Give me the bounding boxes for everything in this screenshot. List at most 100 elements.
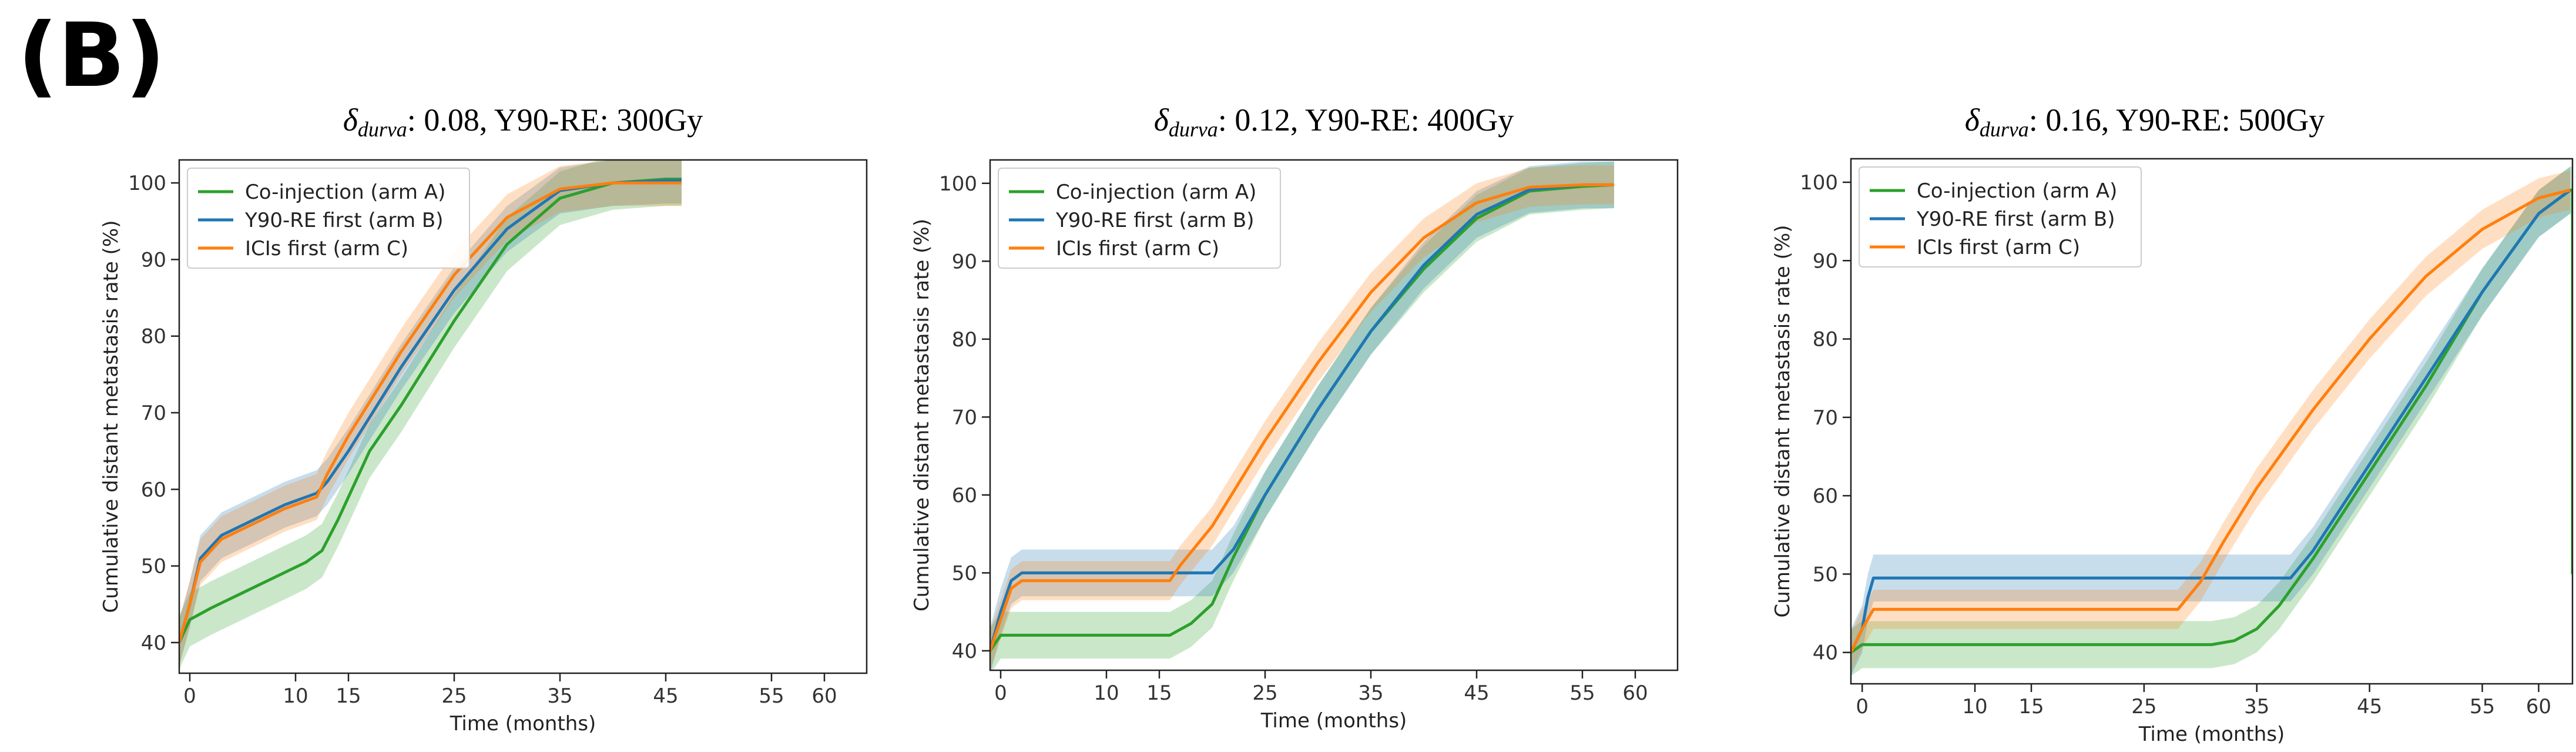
- legend-label: ICIs first (arm C): [1917, 236, 2080, 259]
- y-tick-label: 40: [1813, 641, 1838, 665]
- chart-2: δdurva: 0.12, Y90-RE: 400Gy 0 10 15 25 35 45 55…: [910, 102, 1679, 733]
- x-tick-label: 55: [1569, 681, 1595, 705]
- y-tick-label: 70: [141, 402, 166, 425]
- y-tick-label: 50: [952, 562, 977, 585]
- y-tick-label: 40: [141, 631, 166, 655]
- title-delta-symbol: δ: [1965, 102, 1980, 138]
- x-tick-label: 15: [2018, 695, 2044, 718]
- x-tick-label: 55: [759, 684, 784, 708]
- y-tick-label: 60: [952, 484, 977, 507]
- x-tick-label: 0: [183, 684, 196, 708]
- x-tick-label: 10: [1094, 681, 1119, 705]
- x-tick-label: 10: [283, 684, 308, 708]
- plot-area: [179, 160, 682, 670]
- title-delta-value: : 0.08,: [407, 102, 494, 138]
- legend-box: [187, 168, 470, 269]
- plot-frame: [178, 159, 868, 674]
- y-tick-label: 90: [141, 248, 166, 272]
- x-tick-label: 15: [1146, 681, 1172, 705]
- x-tick-label: 45: [653, 684, 678, 708]
- x-tick-label: 0: [1856, 695, 1869, 718]
- series-line-arm-c: [179, 181, 682, 643]
- y-axis-label: Cumulative distant metastasis rate (%): [910, 219, 934, 611]
- legend-label: Y90-RE first (arm B): [1916, 208, 2115, 231]
- x-tick-label: 35: [2244, 695, 2269, 718]
- x-tick-label: 45: [1464, 681, 1489, 705]
- panel-label: (B): [18, 5, 166, 107]
- title-delta-value: : 0.12,: [1218, 102, 1305, 138]
- legend-label: ICIs first (arm C): [1056, 237, 1219, 260]
- x-tick-label: 15: [336, 684, 361, 708]
- x-tick-label: 60: [1622, 681, 1648, 705]
- y-axis-label: Cumulative distant metastasis rate (%): [1771, 225, 1795, 618]
- y-tick-label: 80: [952, 328, 977, 352]
- x-tick-label: 35: [1358, 681, 1383, 705]
- title-rest: Y90-RE: 500Gy: [2116, 102, 2325, 138]
- chart-1: δdurva: 0.08, Y90-RE: 300Gy 0 10 15 25 35 45 55…: [99, 102, 868, 736]
- y-tick-label: 40: [952, 640, 977, 663]
- y-tick-label: 80: [141, 325, 166, 349]
- y-tick-label: 50: [1813, 563, 1838, 586]
- confidence-band-arm-b: [990, 161, 1614, 670]
- x-tick-label: 35: [547, 684, 572, 708]
- chart-3: δdurva: 0.16, Y90-RE: 500Gy 0 10 15 25 35 45 55…: [1771, 102, 2574, 746]
- x-tick-label: 10: [1962, 695, 1987, 718]
- confidence-band-arm-a: [179, 160, 682, 670]
- legend-label: Co-injection (arm A): [1917, 179, 2117, 203]
- y-tick-label: 70: [1813, 406, 1838, 430]
- legend-label: Y90-RE first (arm B): [244, 209, 443, 232]
- chart-title: δdurva: 0.12, Y90-RE: 400Gy: [1154, 102, 1514, 141]
- chart-title: δdurva: 0.16, Y90-RE: 500Gy: [1965, 102, 2325, 141]
- y-tick-label: 70: [952, 406, 977, 429]
- x-tick-label: 25: [2131, 695, 2156, 718]
- legend: Co-injection (arm A) Y90-RE first (arm B)…: [187, 168, 470, 269]
- title-delta-subscript: durva: [358, 118, 407, 141]
- confidence-band-arm-a: [1851, 166, 2572, 676]
- x-tick-label: 45: [2357, 695, 2382, 718]
- x-tick-label: 0: [994, 681, 1007, 705]
- y-tick-label: 50: [141, 555, 166, 579]
- legend-label: Co-injection (arm A): [245, 181, 445, 204]
- legend-label: ICIs first (arm C): [245, 237, 408, 260]
- y-tick-label: 100: [1800, 171, 1838, 195]
- y-tick-label: 60: [141, 478, 166, 502]
- title-delta-subscript: durva: [1169, 118, 1218, 141]
- legend-label: Co-injection (arm A): [1056, 181, 1256, 204]
- series-line-arm-b: [990, 183, 1614, 651]
- series-line-arm-a: [179, 178, 682, 643]
- title-delta-symbol: δ: [1154, 102, 1169, 138]
- x-tick-label: 60: [811, 684, 837, 708]
- series-line-arm-c: [990, 183, 1614, 651]
- y-tick-label: 90: [952, 250, 977, 273]
- y-tick-label: 80: [1813, 328, 1838, 352]
- title-delta-value: : 0.16,: [2029, 102, 2116, 138]
- legend: Co-injection (arm A) Y90-RE first (arm B)…: [1859, 166, 2142, 268]
- y-tick-label: 100: [939, 172, 977, 196]
- x-tick-label: 55: [2470, 695, 2495, 718]
- title-delta-symbol: δ: [343, 102, 358, 138]
- title-rest: Y90-RE: 400Gy: [1305, 102, 1514, 138]
- plot-area: [990, 161, 1615, 670]
- legend-label: Y90-RE first (arm B): [1055, 209, 1254, 232]
- plot-frame: [1850, 158, 2574, 685]
- confidence-band-arm-b: [1851, 166, 2571, 676]
- y-tick-label: 90: [1813, 249, 1838, 273]
- x-tick-label: 25: [1252, 681, 1277, 705]
- confidence-band-arm-a: [990, 161, 1614, 670]
- x-axis-label: Time (months): [2138, 723, 2285, 746]
- chart-title: δdurva: 0.08, Y90-RE: 300Gy: [343, 102, 703, 141]
- legend: Co-injection (arm A) Y90-RE first (arm B)…: [998, 168, 1281, 269]
- y-tick-label: 100: [128, 172, 166, 195]
- y-axis-label: Cumulative distant metastasis rate (%): [99, 220, 123, 613]
- legend-box: [998, 168, 1281, 269]
- series-line-arm-c: [1851, 188, 2571, 653]
- x-axis-label: Time (months): [450, 712, 596, 736]
- series-line-arm-b: [1851, 189, 2571, 653]
- x-tick-label: 25: [441, 684, 467, 708]
- plot-frame: [989, 159, 1679, 671]
- y-tick-label: 60: [1813, 484, 1838, 508]
- title-delta-subscript: durva: [1980, 118, 2029, 141]
- legend-box: [1859, 166, 2142, 268]
- title-rest: Y90-RE: 300Gy: [494, 102, 703, 138]
